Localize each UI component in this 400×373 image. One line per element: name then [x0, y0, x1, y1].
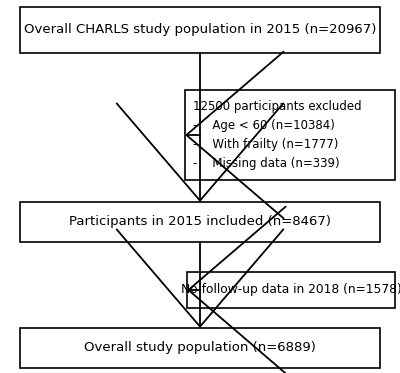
- Bar: [20, 202, 380, 242]
- Bar: [20, 7, 380, 53]
- Text: 12500 participants excluded
-    Age < 60 (n=10384)
-    With frailty (n=1777)
-: 12500 participants excluded - Age < 60 (…: [193, 100, 362, 170]
- Text: Overall CHARLS study population in 2015 (n=20967): Overall CHARLS study population in 2015 …: [24, 23, 376, 37]
- Text: Participants in 2015 included (n=8467): Participants in 2015 included (n=8467): [69, 216, 331, 229]
- Bar: [187, 272, 395, 308]
- Text: Overall study population (n=6889): Overall study population (n=6889): [84, 342, 316, 354]
- Text: No follow-up data in 2018 (n=1578): No follow-up data in 2018 (n=1578): [181, 283, 400, 297]
- Bar: [185, 90, 395, 180]
- Bar: [20, 328, 380, 368]
